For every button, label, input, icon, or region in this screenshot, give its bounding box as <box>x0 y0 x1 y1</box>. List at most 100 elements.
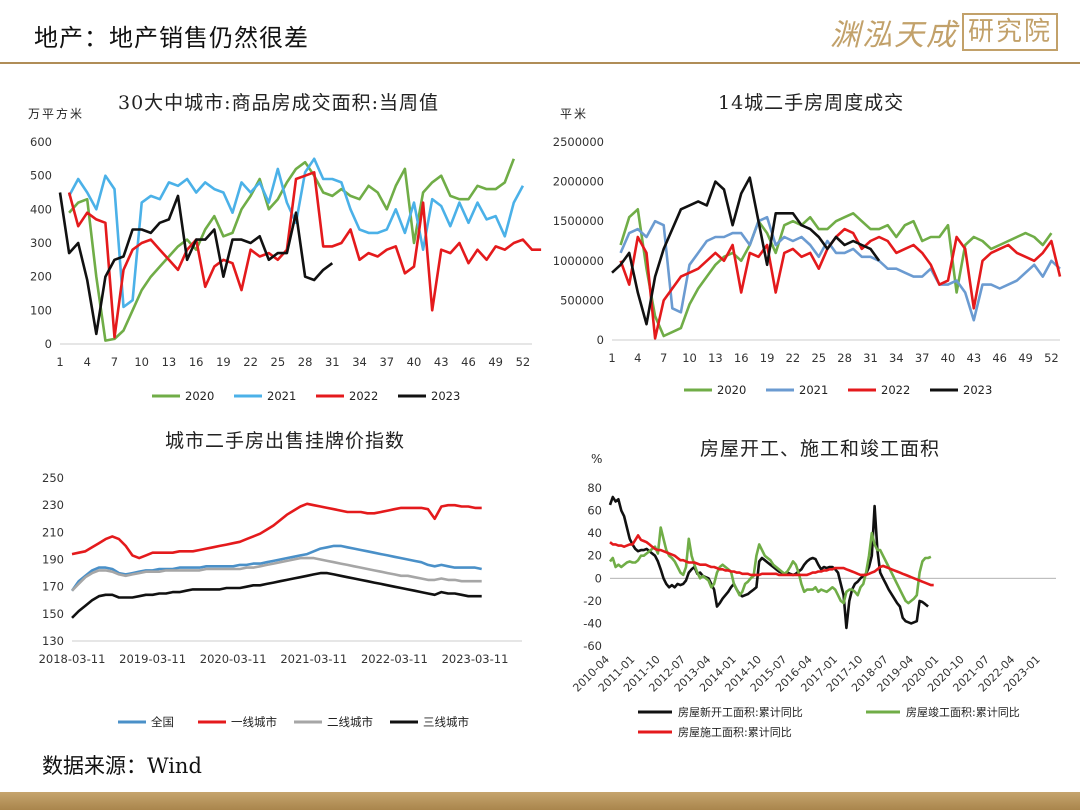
legend-label: 2022 <box>349 389 378 403</box>
legend-label: 2023 <box>431 389 460 403</box>
y-tick-label: 40 <box>587 526 602 540</box>
y-tick-label: 0 <box>45 337 52 351</box>
legend-label: 二线城市 <box>327 715 373 729</box>
series-line <box>71 556 482 592</box>
data-source: 数据来源：Wind <box>42 754 202 778</box>
chart-unit: 平米 <box>560 107 589 121</box>
chart-svg-listing-price-index: 130 150 170 190 210 230 250 2018-03-11 2019-03-1… <box>39 471 522 729</box>
y-tick-label: 150 <box>42 607 64 621</box>
y-tick-label: 300 <box>30 236 52 250</box>
legend-label: 2021 <box>799 383 828 397</box>
legend-label: 2020 <box>185 389 214 403</box>
x-tick-label: 34 <box>352 355 367 369</box>
legend-label: 2022 <box>881 383 910 397</box>
x-tick-label: 7 <box>111 355 118 369</box>
chart-panel-second-hand-weekly: 14城二手房周度成交 平米 0 500000 1000000 1500000 20000… <box>548 80 1068 415</box>
legend-label: 三线城市 <box>423 715 469 729</box>
series-line <box>67 171 542 339</box>
logo-box: 研究院 <box>961 13 1058 51</box>
x-tick-label: 43 <box>434 355 449 369</box>
legend-label: 2021 <box>267 389 296 403</box>
x-tick-label: 16 <box>189 355 204 369</box>
chart-unit: % <box>591 452 605 466</box>
legend-label: 一线城市 <box>231 715 277 729</box>
page-header: 地产：地产销售仍然很差 渊泓天成 研究院 <box>0 0 1080 64</box>
x-tick-label: 34 <box>889 351 904 365</box>
x-tick-label: 22 <box>243 355 258 369</box>
x-tick-label: 10 <box>134 355 149 369</box>
x-tick-label: 13 <box>708 351 723 365</box>
y-tick-label: 500000 <box>560 293 604 307</box>
x-tick-label: 7 <box>660 351 667 365</box>
y-tick-label: 170 <box>42 580 64 594</box>
x-tick-label: 4 <box>634 351 641 365</box>
y-tick-label: 400 <box>30 202 52 216</box>
y-tick-label: 500 <box>30 169 52 183</box>
x-tick-label: 37 <box>915 351 930 365</box>
x-tick-label: 25 <box>811 351 826 365</box>
chart-panel-new-home-sales: 30大中城市:商品房成交面积:当周值 万平方米 0 100 200 300 400 500… <box>20 80 542 415</box>
y-tick-label: 0 <box>597 333 604 347</box>
series-line <box>71 502 482 560</box>
x-tick-label: 13 <box>162 355 177 369</box>
x-tick-label: 2021-03-11 <box>280 652 347 666</box>
logo-text: 渊泓天成 <box>829 18 958 53</box>
y-tick-label: 190 <box>42 553 64 567</box>
x-tick-label: 1 <box>56 355 63 369</box>
legend-label: 2023 <box>963 383 992 397</box>
series-line <box>67 157 525 309</box>
header-divider <box>0 62 1080 64</box>
y-tick-label: 250 <box>42 471 64 485</box>
x-tick-label: 19 <box>760 351 775 365</box>
series-line <box>68 158 516 342</box>
series-line <box>611 176 881 326</box>
y-tick-label: -40 <box>583 616 602 630</box>
y-tick-label: 0 <box>595 571 602 585</box>
x-tick-label: 10 <box>682 351 697 365</box>
x-tick-label: 2020-03-11 <box>200 652 267 666</box>
series-line <box>619 215 1061 322</box>
y-tick-label: -60 <box>583 639 602 653</box>
y-tick-label: 210 <box>42 525 64 539</box>
y-tick-label: 2500000 <box>553 135 604 149</box>
series-line <box>609 534 934 587</box>
x-tick-label: 49 <box>1018 351 1033 365</box>
y-tick-label: -20 <box>583 594 602 608</box>
x-tick-label: 22 <box>786 351 801 365</box>
page-title: 地产：地产销售仍然很差 <box>34 24 309 52</box>
chart-title: 房屋开工、施工和竣工面积 <box>700 438 941 460</box>
x-tick-label: 46 <box>992 351 1007 365</box>
x-tick-label: 2022-03-11 <box>361 652 428 666</box>
chart-svg-second-hand-weekly: 0 500000 1000000 1500000 2000000 2500000 1 4 7 10… <box>553 135 1062 397</box>
chart-panel-construction-area: 房屋开工、施工和竣工面积 % -60 -40 -20 0 20 40 60 80 2010-04… <box>548 430 1068 750</box>
legend-label: 全国 <box>151 715 174 729</box>
y-tick-label: 200 <box>30 270 52 284</box>
y-tick-label: 60 <box>587 504 602 518</box>
x-tick-label: 31 <box>325 355 340 369</box>
x-tick-label: 31 <box>863 351 878 365</box>
y-tick-label: 1000000 <box>553 254 604 268</box>
x-tick-label: 49 <box>488 355 503 369</box>
chart-title: 城市二手房出售挂牌价指数 <box>165 430 406 452</box>
series-line <box>71 571 482 619</box>
y-tick-label: 100 <box>30 303 52 317</box>
y-tick-label: 130 <box>42 634 64 648</box>
x-tick-label: 52 <box>516 355 531 369</box>
chart-svg-construction-area: -60-40-200204060802010-042011-012011-102… <box>570 481 1056 739</box>
logo: 渊泓天成 研究院 <box>830 10 1058 54</box>
x-tick-label: 4 <box>84 355 91 369</box>
series-line <box>619 227 1062 340</box>
y-tick-label: 600 <box>30 135 52 149</box>
x-tick-label: 46 <box>461 355 476 369</box>
legend-label: 2020 <box>717 383 746 397</box>
x-tick-label: 16 <box>734 351 749 365</box>
x-tick-label: 52 <box>1044 351 1059 365</box>
legend-label: 房屋竣工面积:累计同比 <box>906 705 1020 719</box>
x-tick-label: 28 <box>298 355 313 369</box>
x-tick-label: 28 <box>837 351 852 365</box>
legend-label: 房屋新开工面积:累计同比 <box>678 705 803 719</box>
y-tick-label: 2000000 <box>553 175 604 189</box>
x-tick-label: 40 <box>407 355 422 369</box>
chart-unit: 万平方米 <box>28 107 85 121</box>
series-line <box>58 192 334 336</box>
